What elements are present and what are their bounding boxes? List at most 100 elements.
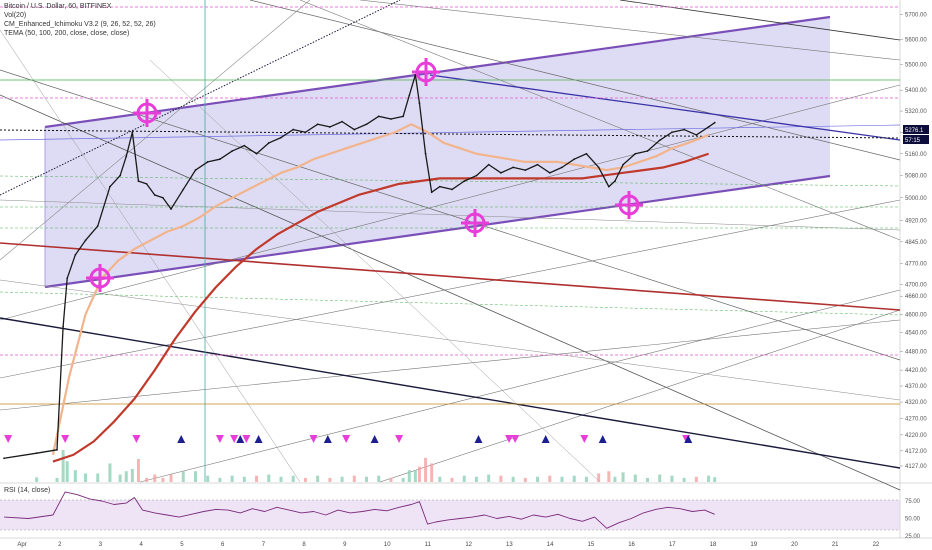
pivot-target-icon (412, 58, 440, 86)
price-point (328, 126, 331, 128)
volume-bar (230, 475, 234, 482)
price-point (573, 158, 576, 161)
price-tick-label: 4370.00 (905, 384, 927, 390)
time-tick-label: 17 (669, 542, 676, 548)
price-point (84, 239, 87, 242)
volume-bar (316, 475, 320, 482)
volume-bar (35, 477, 39, 482)
price-tick-label: 4480.00 (905, 349, 927, 355)
volume-bar (511, 476, 515, 482)
price-point (255, 152, 258, 155)
buy-marker (323, 435, 332, 443)
price-point (671, 131, 673, 134)
volume-bar (181, 471, 185, 482)
price-point (463, 180, 466, 183)
volume-bar (438, 476, 442, 482)
buy-marker (177, 435, 186, 443)
rsi-legend[interactable]: RSI (14, close) (4, 487, 51, 494)
rsi-axis[interactable]: 75.00 50.00 25.00 (905, 499, 921, 540)
price-point (74, 253, 77, 256)
time-tick-label: 14 (547, 542, 554, 548)
buy-marker (370, 435, 379, 443)
volume-bar (713, 477, 717, 482)
channel-bottom-line[interactable] (44, 174, 831, 289)
volume-bar (291, 475, 295, 482)
price-tick-label: 4600.00 (905, 312, 927, 318)
rsi-tick-label: 50.00 (905, 517, 921, 523)
volume-bar (658, 474, 662, 482)
volume-bar (124, 471, 128, 482)
price-point (341, 120, 343, 123)
volume-bar (572, 475, 576, 482)
time-tick-label: 18 (710, 542, 717, 548)
volume-bar (474, 476, 478, 482)
time-tick-label: 12 (465, 542, 472, 548)
sell-marker (505, 435, 514, 443)
price-tick-label: 5500.00 (905, 63, 927, 69)
price-point (161, 196, 164, 199)
volume-bar (597, 473, 601, 482)
price-point (206, 161, 209, 163)
pivot-target-icon (461, 209, 489, 237)
sell-marker (342, 435, 351, 443)
price-tick-label: 5600.00 (905, 37, 927, 43)
volume-bar (130, 469, 134, 482)
volume-bar (169, 474, 173, 482)
volume-legend[interactable]: Vol(20) (4, 12, 27, 19)
buy-marker (254, 435, 263, 443)
volume-bar (450, 477, 454, 482)
volume-bar (401, 477, 405, 482)
volume-bar (279, 476, 283, 482)
price-tick-label: 4540.00 (905, 331, 927, 337)
time-tick-label: 20 (791, 542, 798, 548)
price-point (430, 191, 433, 194)
volume-bar (523, 477, 527, 482)
rsi-line (4, 491, 715, 529)
volume-bar (536, 476, 540, 482)
volume-bar (136, 459, 140, 482)
price-point (292, 128, 295, 131)
price-point (695, 134, 698, 136)
price-tick-label: 4270.00 (905, 416, 927, 422)
price-point (451, 188, 453, 191)
ichimoku-legend[interactable]: CM_Enhanced_Ichimoku V3.2 (9, 26, 52, 52… (4, 21, 156, 28)
price-series (3, 73, 716, 460)
volume-bar (161, 477, 165, 482)
volume-bar (424, 457, 428, 482)
tema-line (52, 152, 709, 463)
chart-title[interactable]: Bitcoin / U.S. Dollar, 60, BITFINEX (4, 3, 112, 10)
volume-bar (707, 475, 711, 482)
buy-marker (598, 435, 607, 443)
price-point (243, 144, 246, 147)
price-axis[interactable]: 5700.005600.005500.005400.005320.005240.… (900, 13, 927, 470)
sell-marker (215, 435, 224, 443)
price-point (131, 131, 134, 134)
tema-lines (51, 123, 710, 463)
time-tick-label: 3 (99, 542, 103, 548)
volume-bar (430, 463, 434, 482)
price-tick-label: 4770.00 (905, 262, 927, 268)
price-point (280, 136, 282, 139)
volume-bar (340, 476, 344, 482)
tema-line (51, 123, 710, 456)
volume-bar (206, 475, 210, 482)
price-point (614, 180, 616, 183)
channel-fill (45, 17, 830, 287)
price-point (170, 208, 172, 210)
time-axis[interactable]: Apr 2 3 4 5 6 7 8 9 10 11 12 13 14 15 16 17 18 19 20 21 22 (17, 542, 880, 548)
volume-bar (560, 476, 564, 482)
volume-bar (65, 461, 69, 482)
price-tick-label: 4700.00 (905, 282, 927, 288)
price-tick-label: 5080.00 (905, 174, 927, 180)
volume-bar (682, 477, 686, 482)
price-tick-label: 4127.00 (905, 464, 927, 470)
volume-bar (613, 476, 617, 482)
tema-legend[interactable]: TEMA (50, 100, 200, close, close, close) (4, 30, 130, 37)
time-tick-label: 5 (180, 542, 184, 548)
time-tick-label: Apr (17, 542, 26, 548)
sell-marker (230, 435, 239, 443)
volume-bar (55, 477, 59, 482)
price-point (145, 182, 148, 185)
